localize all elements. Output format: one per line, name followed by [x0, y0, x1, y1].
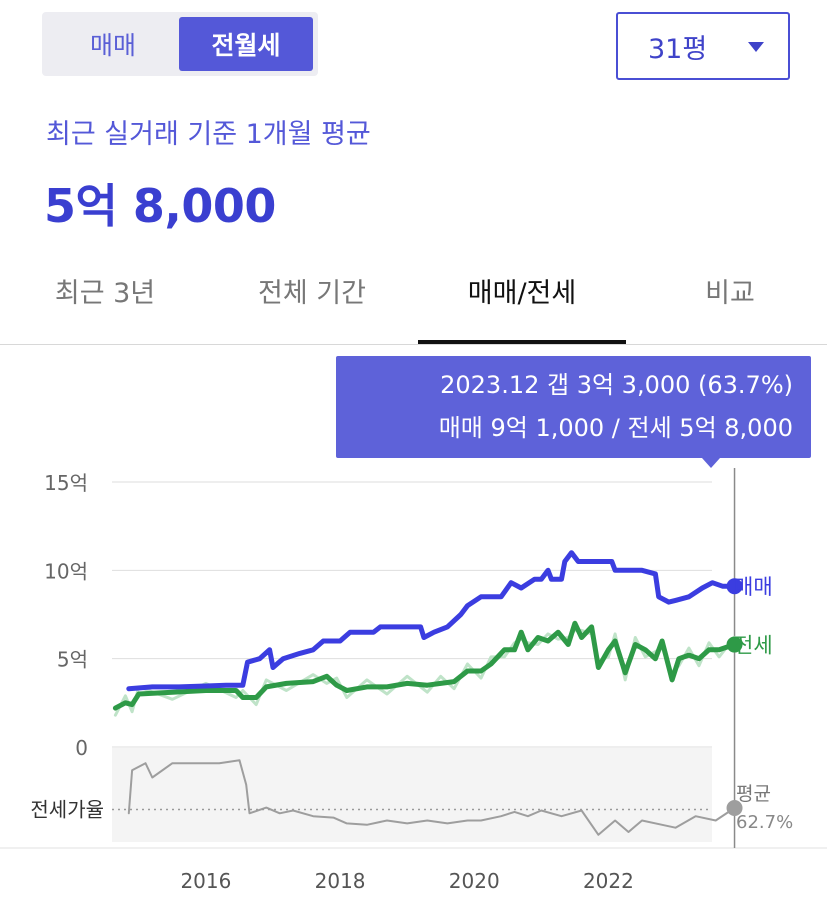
ratio-series-label: 전세가율	[30, 797, 104, 821]
y-tick-label: 5억	[57, 648, 88, 672]
tabs-divider	[0, 344, 827, 345]
jeonse-raw-line	[113, 628, 736, 717]
tab-sale-vs-jeonse[interactable]: 매매/전세	[467, 278, 577, 309]
sale-end-marker[interactable]	[726, 578, 743, 595]
trade-type-toggle: 매매 전월세	[42, 12, 318, 76]
x-tick-label: 2022	[583, 869, 634, 893]
sale-toggle-button[interactable]: 매매	[89, 31, 136, 60]
x-tick-label: 2018	[315, 869, 366, 893]
sale-series-label: 매매	[734, 575, 773, 599]
tab-full-period[interactable]: 전체 기간	[258, 278, 366, 309]
tab-recent-3-years[interactable]: 최근 3년	[54, 278, 156, 309]
chart-tooltip: 2023.12 갭 3억 3,000 (63.7%) 매매 9억 1,000 /…	[336, 356, 811, 458]
jeonse-line	[112, 620, 737, 711]
average-basis-label: 최근 실거래 기준 1개월 평균	[46, 119, 371, 150]
ratio-average-value: 62.7%	[736, 812, 793, 833]
active-tab-underline	[418, 340, 626, 344]
jeonse-ratio-band	[112, 748, 712, 842]
tooltip-price-line: 매매 9억 1,000 / 전세 5억 8,000	[438, 414, 793, 442]
jeonse-end-marker[interactable]	[726, 636, 743, 653]
average-price-value: 5억 8,000	[44, 179, 276, 233]
period-tabs: 최근 3년 전체 기간 매매/전세 비교	[0, 262, 827, 346]
x-tick-label: 2020	[449, 869, 500, 893]
caret-down-icon	[748, 42, 764, 52]
jeonse-ratio-line	[127, 759, 736, 836]
sale-line	[126, 550, 737, 692]
tooltip-arrow	[702, 458, 720, 468]
y-tick-label: 10억	[44, 559, 88, 583]
x-tick-label: 2016	[180, 869, 231, 893]
area-size-value: 31평	[648, 33, 708, 65]
tooltip-gap-line: 2023.12 갭 3억 3,000 (63.7%)	[440, 371, 793, 399]
area-size-select[interactable]: 31평	[616, 12, 790, 80]
y-tick-label: 0	[75, 736, 88, 760]
rent-toggle-button[interactable]: 전월세	[179, 17, 313, 71]
ratio-average-label: 평균	[736, 783, 771, 805]
tab-compare[interactable]: 비교	[705, 278, 755, 309]
y-tick-label: 15억	[44, 471, 88, 495]
jeonse-series-label: 전세	[734, 634, 773, 658]
ratio-end-marker[interactable]	[726, 800, 743, 817]
